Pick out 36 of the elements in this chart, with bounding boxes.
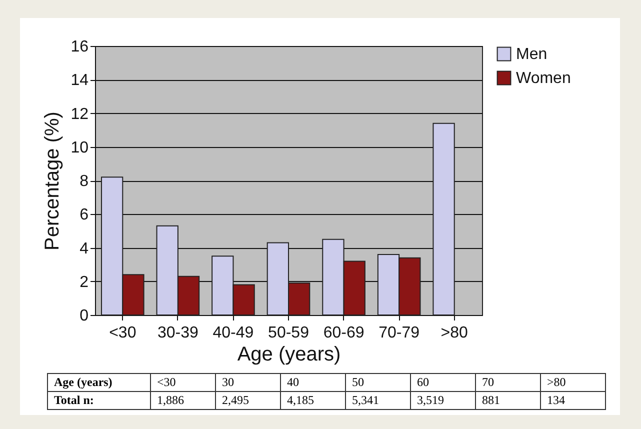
x-tick-label: <30 xyxy=(109,324,136,342)
y-tick-label: 12 xyxy=(70,106,89,123)
text: 881 xyxy=(476,392,540,410)
text: 40 xyxy=(280,374,346,392)
y-tick-label: 16 xyxy=(70,38,89,56)
legend-label: Women xyxy=(516,70,571,87)
text: 3,519 xyxy=(410,392,476,410)
y-tick-label: 4 xyxy=(80,240,89,258)
text: 4,185 xyxy=(280,392,346,410)
text: 1,886 xyxy=(150,392,216,410)
x-tick-label: 40-49 xyxy=(212,324,254,342)
y-tick-label: 2 xyxy=(80,274,89,291)
y-tick-label: 14 xyxy=(70,72,89,90)
y-tick-label: 8 xyxy=(80,173,89,190)
text: 2,495 xyxy=(216,392,280,410)
y-tick-label: 6 xyxy=(80,206,89,224)
y-tick-label: 0 xyxy=(80,308,89,324)
y-axis-title: Percentage (%) xyxy=(42,112,64,250)
x-axis-title: Age (years) xyxy=(237,344,341,366)
text: 30 xyxy=(216,374,280,392)
text: 50 xyxy=(346,374,410,392)
text: 5,341 xyxy=(346,392,410,410)
x-tick-label: 50-59 xyxy=(268,324,310,342)
text: 60 xyxy=(410,374,476,392)
legend-label: Men xyxy=(516,46,548,63)
x-tick-label: 60-69 xyxy=(323,324,364,342)
text: 70 xyxy=(476,374,540,392)
text: Total n: xyxy=(48,392,150,410)
x-tick-label: >80 xyxy=(440,324,468,342)
text: >80 xyxy=(540,374,606,392)
x-tick-label: 70-79 xyxy=(378,324,420,342)
text: Age (years) xyxy=(48,374,150,392)
y-tick-label: 10 xyxy=(70,139,89,156)
x-tick-label: 30-39 xyxy=(157,324,198,342)
text: 134 xyxy=(540,392,606,410)
text: <30 xyxy=(150,374,216,392)
